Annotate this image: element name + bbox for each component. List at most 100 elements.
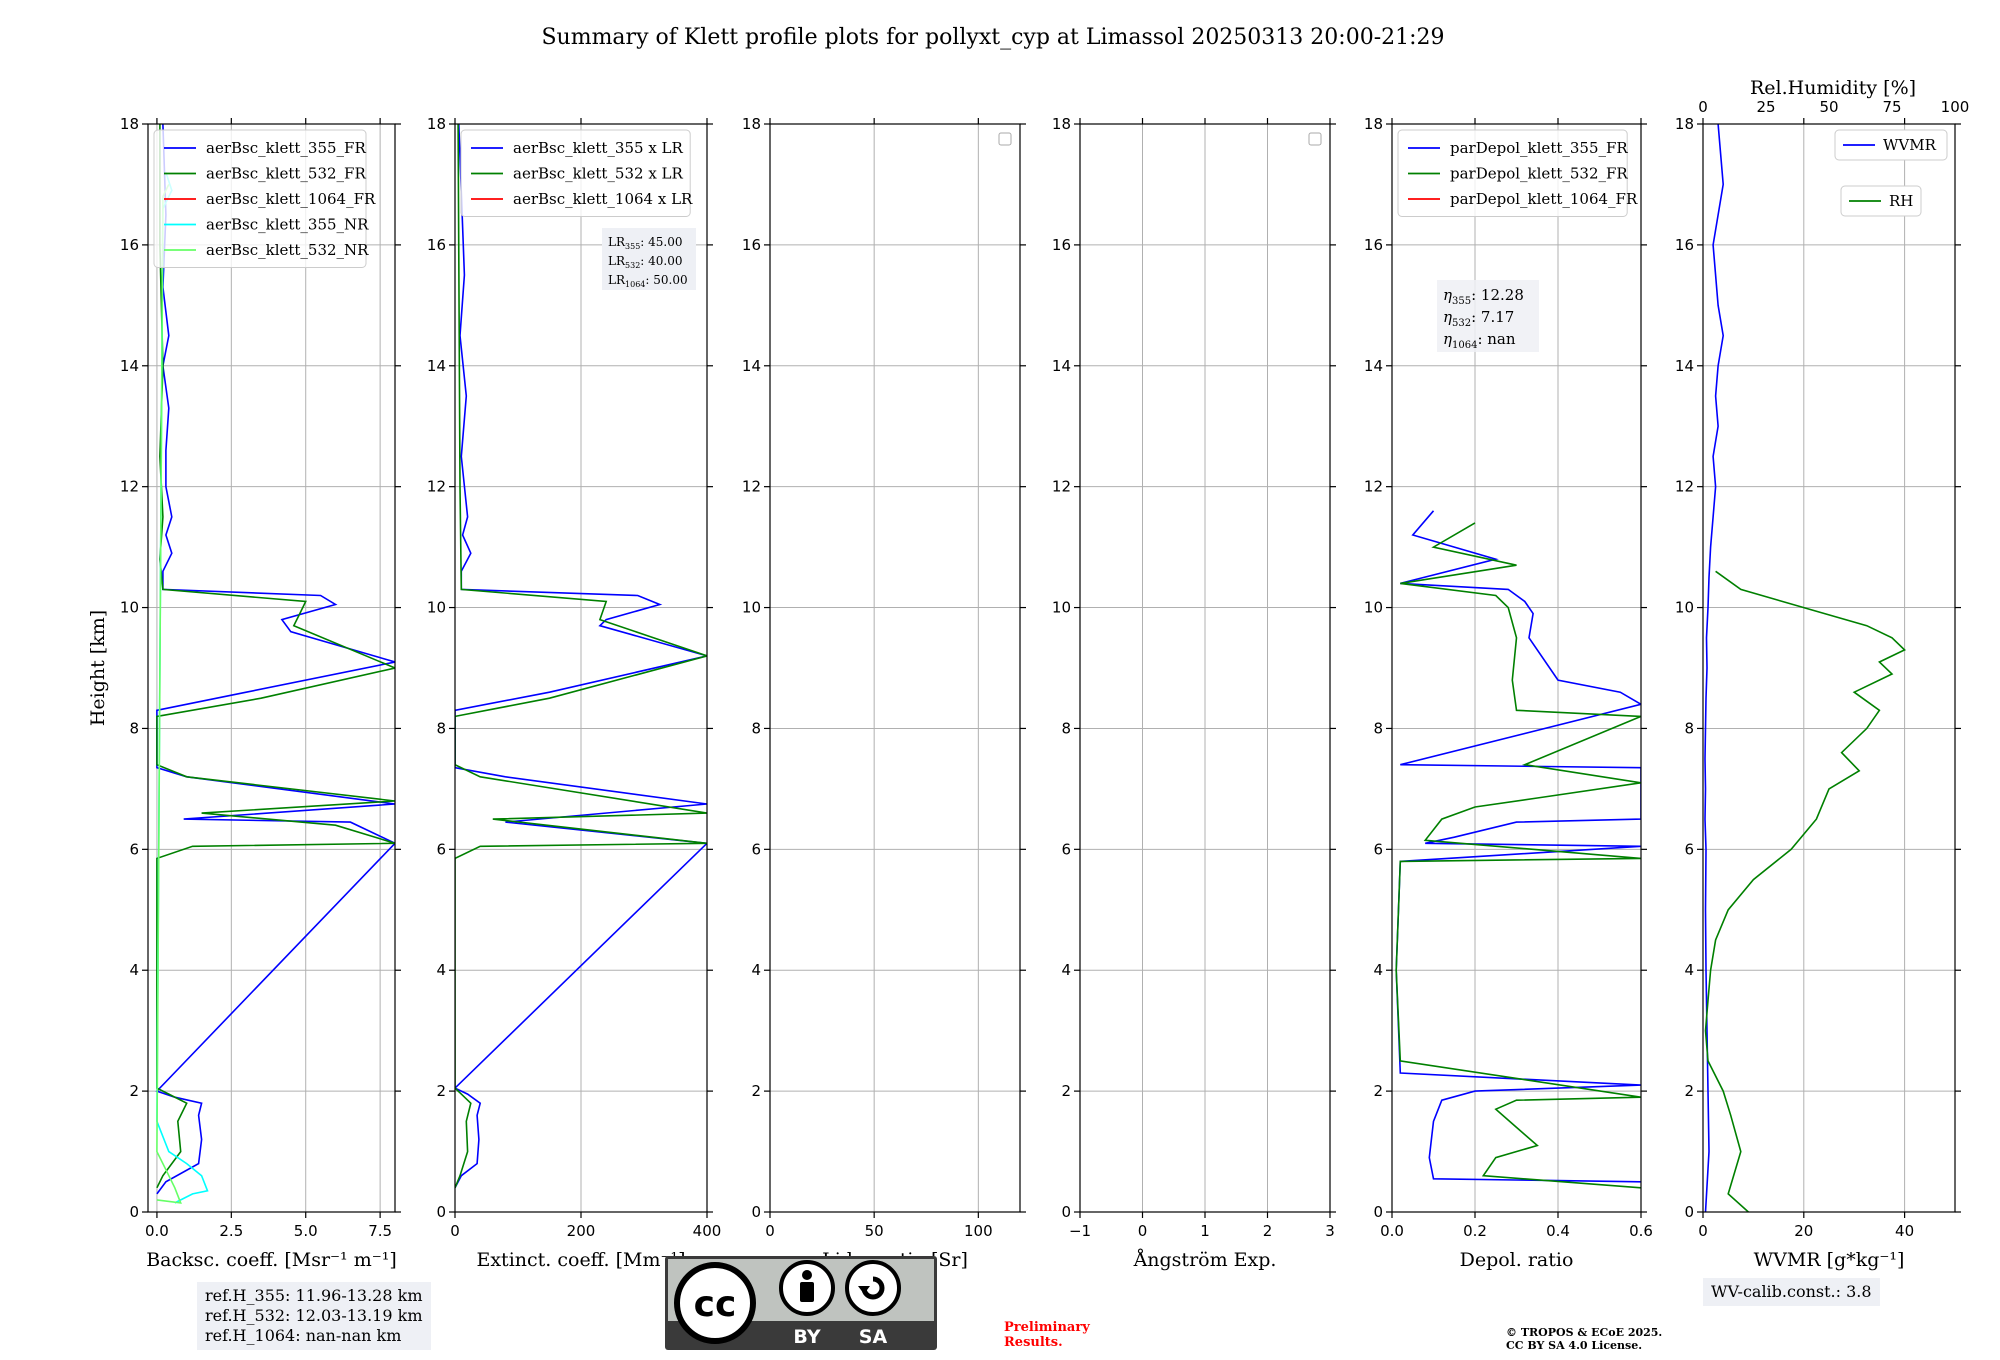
y-tick-label: 0: [436, 1203, 446, 1221]
y-tick-label: 12: [1675, 478, 1694, 496]
legend-label: aerBsc_klett_532 x LR: [513, 165, 684, 183]
legend-label: WVMR: [1883, 136, 1937, 154]
panel-frame: [1702, 123, 1956, 1213]
y-tick-label: 6: [436, 840, 446, 858]
y-tick-label: 8: [1061, 719, 1071, 737]
x2-tick-label: 100: [1941, 98, 1970, 116]
legend-box: [153, 129, 367, 268]
y-tick-label: 0: [751, 1203, 761, 1221]
legend-label: aerBsc_klett_532_NR: [206, 241, 369, 259]
eta-label-name: η: [1443, 330, 1452, 348]
x-tick-label: 20: [1794, 1222, 1813, 1240]
by-label: BY: [793, 1326, 820, 1348]
copyright-line-1: © TROPOS & ECoE 2025.: [1506, 1326, 1662, 1339]
copyright-line-2: CC BY SA 4.0 License.: [1506, 1339, 1642, 1352]
legend-label: aerBsc_klett_532_FR: [206, 165, 366, 183]
x-axis-label: Backsc. coeff. [Msr⁻¹ m⁻¹]: [146, 1249, 397, 1271]
y-tick-label: 6: [129, 840, 139, 858]
eta-label-value: : 12.28: [1471, 286, 1524, 304]
x-tick-label: 0.4: [1546, 1222, 1570, 1240]
lr-label-sub: 1064: [625, 280, 645, 289]
y-tick-label: 14: [1364, 357, 1383, 375]
y-tick-label: 10: [1675, 599, 1694, 617]
legend-box: [460, 129, 691, 217]
series-parDepol_klett_355_FR: [1395, 510, 1641, 1183]
legend-label: aerBsc_klett_355_NR: [206, 216, 369, 234]
empty-legend-box: [1308, 132, 1322, 146]
x-axis-label: Depol. ratio: [1460, 1249, 1574, 1271]
lr-label-name: LR: [608, 273, 626, 287]
series-aerBsc_klett_532_FR: [156, 124, 395, 1189]
series-aerBsc_klett_355_NR: [156, 172, 209, 1204]
y-axis-label: Height [km]: [87, 610, 109, 726]
y-tick-label: 10: [742, 599, 761, 617]
y-tick-label: 4: [1684, 961, 1694, 979]
figure-title: Summary of Klett profile plots for polly…: [541, 25, 1444, 50]
eta-label-name: η: [1443, 286, 1452, 304]
panel-frame: [1391, 123, 1642, 1213]
y-tick-label: 0: [1684, 1203, 1694, 1221]
legend-label: aerBsc_klett_355_FR: [206, 139, 366, 157]
wv-calib-box: WV-calib.const.: 3.8: [1703, 1278, 1880, 1306]
x-tick-label: 400: [693, 1222, 722, 1240]
legend-label: aerBsc_klett_1064_FR: [206, 190, 376, 208]
y-tick-label: 2: [436, 1082, 446, 1100]
y-tick-label: 2: [1373, 1082, 1383, 1100]
eta-label-sub: 532: [1452, 318, 1471, 329]
legend-label: parDepol_klett_355_FR: [1450, 139, 1628, 157]
x-tick-label: 0: [1138, 1222, 1148, 1240]
x-tick-label: 200: [567, 1222, 596, 1240]
y-tick-label: 18: [1364, 115, 1383, 133]
series-aerBsc_klett_532 x LR: [455, 124, 707, 1189]
lr-label-name: LR: [608, 254, 626, 268]
y-tick-label: 16: [1364, 236, 1383, 254]
x-tick-label: 2.5: [219, 1222, 243, 1240]
y-tick-label: 14: [120, 357, 139, 375]
y-tick-label: 14: [742, 357, 761, 375]
series-aerBsc_klett_355_FR: [155, 124, 395, 1195]
y-tick-label: 10: [1052, 599, 1071, 617]
x-tick-label: 0.0: [1380, 1222, 1404, 1240]
y-tick-label: 16: [742, 236, 761, 254]
lr-annotation-box: [602, 228, 696, 290]
sa-recycle-icon: [845, 1260, 901, 1316]
y-tick-label: 2: [751, 1082, 761, 1100]
y-tick-label: 6: [1373, 840, 1383, 858]
preliminary-note: Preliminary Results.: [1004, 1320, 1090, 1350]
y-tick-label: 2: [1684, 1082, 1694, 1100]
y-tick-label: 6: [751, 840, 761, 858]
x2-axis-label: Rel.Humidity [%]: [1750, 77, 1916, 99]
eta-label-sub: 355: [1452, 296, 1471, 307]
series-RH: [1704, 570, 1906, 1212]
y-tick-label: 12: [427, 478, 446, 496]
lr-label-value: : 40.00: [640, 254, 682, 268]
y-tick-label: 4: [1373, 961, 1383, 979]
y-tick-label: 12: [742, 478, 761, 496]
ref-height-532: ref.H_532: 12.03-13.19 km: [205, 1306, 423, 1325]
x-tick-label: 0: [1698, 1222, 1708, 1240]
panel-1: 0 2 4 6 8 10 12 14 16 18 0.0 2.5 5.0 7.5 Backsc. coeff…: [87, 115, 401, 1271]
eta-label-sub: 1064: [1452, 340, 1477, 351]
y-tick-label: 16: [427, 236, 446, 254]
sa-label: SA: [859, 1326, 888, 1348]
y-tick-label: 18: [1052, 115, 1071, 133]
wv-calib-text: WV-calib.const.: 3.8: [1711, 1282, 1872, 1301]
panel-frame: [769, 123, 1021, 1213]
cc-logo-text: cc: [694, 1284, 737, 1325]
y-tick-label: 0: [129, 1203, 139, 1221]
lr-label-value: : 50.00: [645, 273, 687, 287]
x-tick-label: 1: [1200, 1222, 1210, 1240]
y-tick-label: 16: [1675, 236, 1694, 254]
panel-frame: [147, 123, 396, 1213]
y-tick-label: 4: [436, 961, 446, 979]
y-tick-label: 4: [129, 961, 139, 979]
eta-label: η532: 7.17: [1443, 308, 1514, 329]
x-tick-label: 5.0: [294, 1222, 318, 1240]
y-tick-label: 4: [751, 961, 761, 979]
y-tick-label: 0: [1061, 1203, 1071, 1221]
series-parDepol_klett_532_FR: [1395, 522, 1641, 1189]
x-tick-label: 0.6: [1629, 1222, 1653, 1240]
legend-label: parDepol_klett_532_FR: [1450, 165, 1628, 183]
